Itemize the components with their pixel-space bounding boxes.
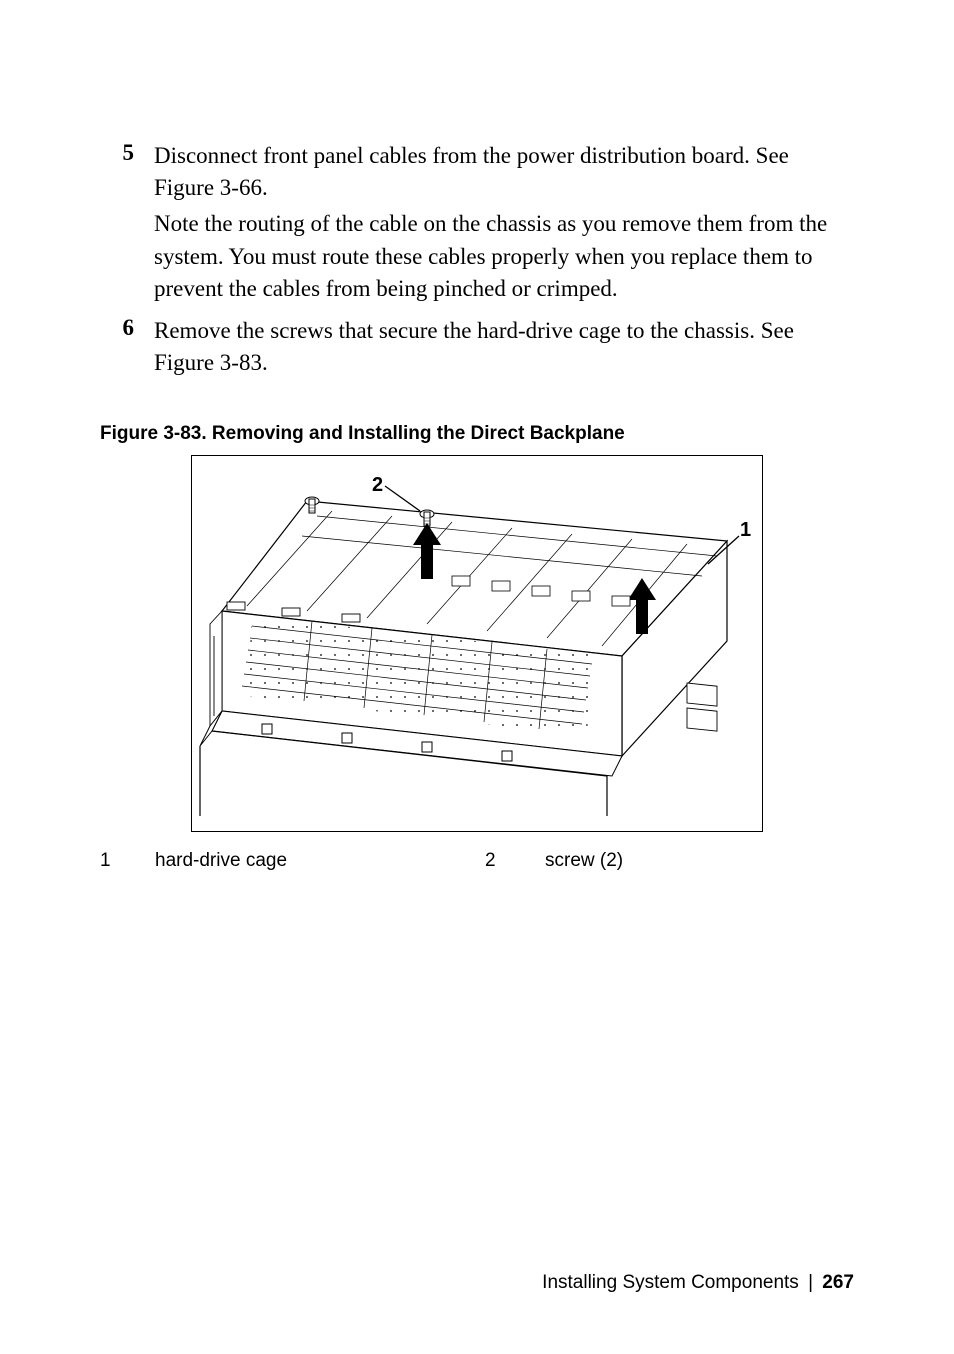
step-6: 6 Remove the screws that secure the hard… [100, 315, 854, 383]
callout-2: 2 [372, 474, 420, 511]
callout-2-number: 2 [372, 474, 383, 496]
step-body: Remove the screws that secure the hard-d… [154, 315, 854, 383]
step-list: 5 Disconnect front panel cables from the… [100, 140, 854, 383]
page-footer: Installing System Components | 267 [542, 1272, 854, 1294]
step-paragraph: Remove the screws that secure the hard-d… [154, 315, 854, 379]
figure-legend: 1 hard-drive cage 2 screw (2) [100, 850, 854, 872]
step-number: 6 [100, 315, 154, 341]
side-rail [687, 683, 717, 731]
step-body: Disconnect front panel cables from the p… [154, 140, 854, 309]
footer-page-number: 267 [822, 1272, 854, 1293]
step-5: 5 Disconnect front panel cables from the… [100, 140, 854, 309]
legend-num: 1 [100, 850, 155, 872]
step-paragraph: Note the routing of the cable on the cha… [154, 208, 854, 305]
figure-box: 2 1 [191, 455, 763, 832]
callout-1-number: 1 [740, 519, 751, 541]
legend-text: hard-drive cage [155, 850, 485, 872]
legend-num: 2 [485, 850, 545, 872]
step-paragraph: Disconnect front panel cables from the p… [154, 140, 854, 204]
figure-caption: Figure 3-83. Removing and Installing the… [100, 423, 854, 445]
page: 5 Disconnect front panel cables from the… [0, 0, 954, 1354]
figure-svg: 2 1 [192, 456, 762, 831]
footer-section: Installing System Components [542, 1272, 799, 1293]
step-number: 5 [100, 140, 154, 166]
legend-text: screw (2) [545, 850, 854, 872]
footer-separator: | [804, 1272, 817, 1293]
